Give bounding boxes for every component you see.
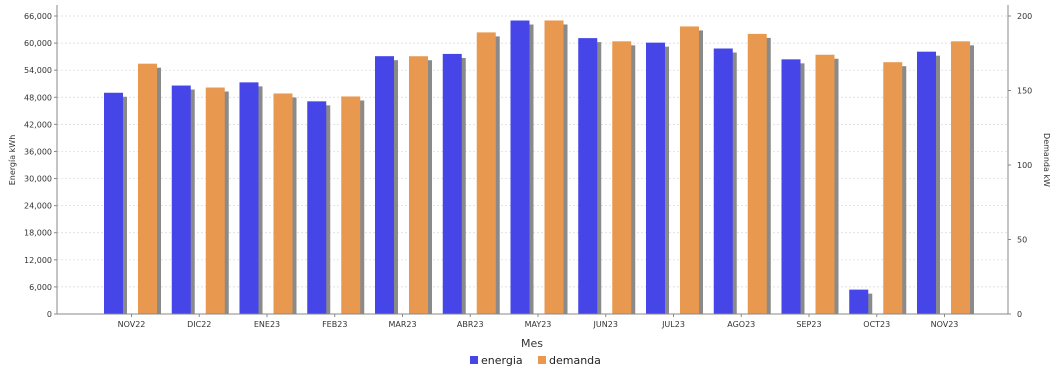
- bar-demanda: [747, 33, 767, 314]
- bar-demanda: [341, 96, 361, 315]
- right-tick-label: 200: [1017, 12, 1032, 21]
- bars: [104, 20, 974, 315]
- left-tick-label: 42,000: [24, 120, 52, 129]
- left-tick-label: 48,000: [24, 93, 52, 102]
- bar-demanda: [544, 20, 564, 314]
- bar-demanda: [205, 87, 225, 315]
- bar-demanda: [680, 26, 699, 315]
- x-tick-label: FEB23: [322, 320, 347, 329]
- x-tick-label: ABR23: [457, 320, 484, 329]
- axes: [56, 5, 1009, 315]
- bar-energia: [307, 101, 327, 314]
- x-tick-label: MAR23: [388, 320, 416, 329]
- bar-energia: [510, 20, 530, 315]
- left-tick-label: 12,000: [24, 256, 52, 265]
- left-axis-title: Energía kWh: [8, 135, 17, 186]
- bar-energia: [578, 38, 598, 315]
- left-tick-label: 60,000: [24, 39, 52, 48]
- x-tick-label: MAY23: [525, 320, 552, 329]
- bar-demanda: [883, 62, 903, 314]
- bar-energia: [849, 289, 869, 314]
- legend-label-energia: energia: [481, 354, 523, 367]
- bar-energia: [646, 42, 665, 314]
- right-axis-title: Demanda kW: [1042, 133, 1051, 187]
- left-tick-label: 30,000: [24, 175, 52, 184]
- bar-demanda: [951, 41, 970, 315]
- left-tick-label: 0: [47, 310, 52, 319]
- legend-swatch-demanda: [538, 356, 546, 364]
- bar-energia: [442, 53, 462, 314]
- bar-energia: [375, 56, 394, 315]
- bar-energia: [917, 51, 936, 314]
- right-tick-label: 100: [1017, 161, 1032, 170]
- bar-demanda: [138, 63, 157, 315]
- left-tick-label: 18,000: [24, 229, 52, 238]
- x-tick-label: SEP23: [796, 320, 821, 329]
- right-tick-label: 50: [1017, 236, 1027, 245]
- left-axis-ticks: 0 6,000 12,000 18,000 24,000 30,000 36,000 42,0…: [24, 12, 57, 319]
- bar-energia: [781, 59, 801, 314]
- left-tick-label: 66,000: [24, 12, 52, 21]
- left-tick-label: 54,000: [24, 66, 52, 75]
- bar-demanda: [612, 41, 632, 315]
- x-tick-label: OCT23: [863, 320, 890, 329]
- x-tick-label: DIC22: [187, 320, 211, 329]
- legend-label-demanda: demanda: [549, 354, 601, 367]
- bar-demanda: [409, 56, 428, 314]
- bar-demanda: [476, 32, 496, 314]
- bar-energia: [239, 82, 259, 314]
- x-tick-label: JUL23: [661, 320, 685, 329]
- x-axis-ticks: NOV22 DIC22 ENE23 FEB23 MAR23 ABR23 MAY23 JUN23…: [118, 314, 959, 329]
- right-axis-ticks: 0 50 100 150 200: [1008, 12, 1032, 319]
- bar-energia: [104, 92, 123, 315]
- grid-lines: [57, 15, 1008, 288]
- right-tick-label: 0: [1017, 310, 1022, 319]
- left-tick-label: 36,000: [24, 147, 52, 156]
- right-tick-label: 150: [1017, 87, 1032, 96]
- x-tick-label: NOV23: [931, 320, 959, 329]
- legend: energia demanda: [470, 354, 601, 367]
- x-tick-label: JUN23: [593, 320, 618, 329]
- x-tick-label: AGO23: [727, 320, 755, 329]
- left-tick-label: 6,000: [29, 283, 52, 292]
- bar-energia: [713, 48, 733, 314]
- legend-swatch-energia: [470, 356, 478, 364]
- x-axis-title: Mes: [521, 337, 543, 350]
- left-tick-label: 24,000: [24, 202, 52, 211]
- x-tick-label: NOV22: [118, 320, 146, 329]
- x-tick-label: ENE23: [254, 320, 280, 329]
- bar-energia: [171, 85, 191, 315]
- bar-demanda: [815, 54, 835, 315]
- bar-demanda: [273, 93, 293, 314]
